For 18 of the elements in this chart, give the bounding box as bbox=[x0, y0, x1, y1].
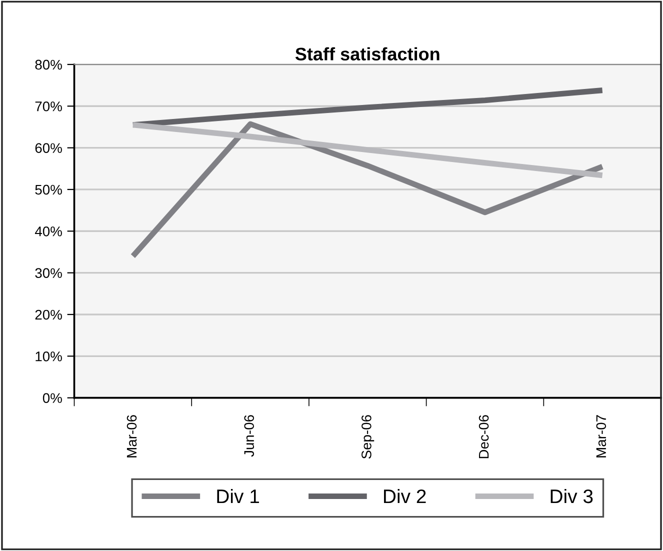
y-tick-label: 0% bbox=[42, 393, 62, 403]
legend-label: Div 1 bbox=[217, 488, 259, 504]
y-tick-label: 60% bbox=[35, 143, 62, 153]
y-tick-label: 20% bbox=[35, 310, 62, 320]
y-tick-label: 30% bbox=[35, 268, 62, 278]
legend-label: Div 2 bbox=[384, 488, 426, 504]
x-tick-label: Jun-06 bbox=[244, 415, 254, 457]
legend-label: Div 3 bbox=[550, 488, 593, 504]
y-tick-label: 50% bbox=[35, 184, 62, 195]
chart-title: Staff satisfaction bbox=[295, 47, 440, 60]
y-tick-label: 70% bbox=[35, 101, 62, 112]
y-tick-label: 40% bbox=[34, 226, 62, 236]
y-tick-label: 10% bbox=[36, 351, 62, 362]
x-tick-label: Mar-07 bbox=[596, 415, 606, 458]
y-tick-label: 80% bbox=[35, 60, 62, 70]
x-tick-label: Dec-06 bbox=[478, 415, 489, 458]
x-tick-label: Sep-06 bbox=[362, 415, 374, 459]
x-tick-label: Mar-06 bbox=[126, 415, 137, 458]
